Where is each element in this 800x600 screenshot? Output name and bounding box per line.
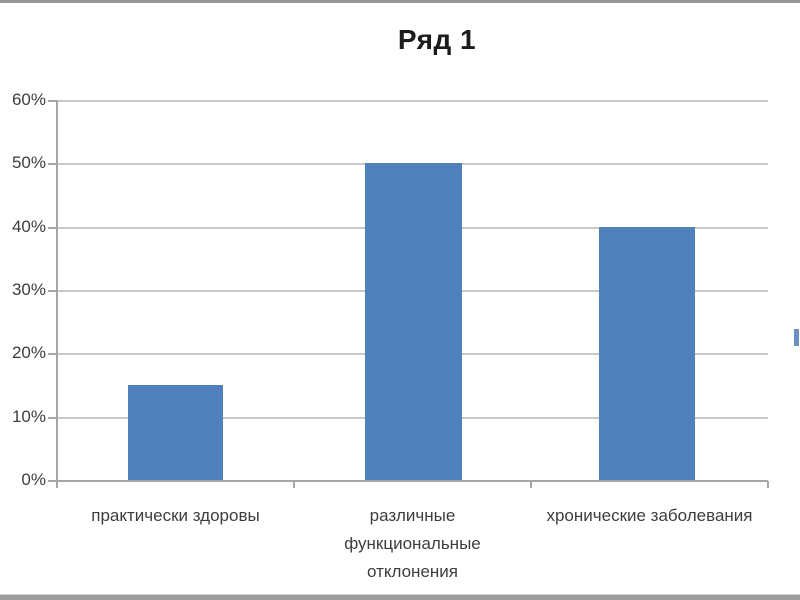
- slide-top-edge: [0, 0, 800, 3]
- gridline-60pct: [57, 100, 768, 102]
- y-axis-tick-mark: [48, 227, 57, 229]
- plot-area: [57, 100, 768, 480]
- x-axis-tick-mark: [530, 481, 532, 488]
- bar-khronicheskie-zabolevaniya: [599, 226, 695, 480]
- y-axis-tick-label: 60%: [11, 90, 46, 109]
- x-axis-line: [56, 480, 768, 482]
- x-axis-tick-mark: [56, 481, 58, 488]
- right-edge-artifact: [794, 329, 799, 346]
- y-axis-tick-label: 20%: [11, 343, 46, 362]
- y-axis-line: [56, 100, 58, 481]
- x-axis-tick-mark: [293, 481, 295, 488]
- y-axis-tick-label: 10%: [11, 407, 46, 426]
- y-axis-tick-label: 50%: [11, 153, 46, 172]
- y-axis-tick-mark: [48, 290, 57, 292]
- category-label-khronicheskie-zabolevaniya: хронические заболевания: [546, 506, 753, 525]
- y-axis-tick-label: 30%: [11, 280, 46, 299]
- y-axis-tick-mark: [48, 353, 57, 355]
- y-axis-tick-mark: [48, 163, 57, 165]
- x-axis-tick-mark: [767, 481, 769, 488]
- y-axis-tick-mark: [48, 480, 57, 482]
- y-axis-tick-mark: [48, 100, 57, 102]
- category-label-prakticheski-zdorovy: практически здоровы: [91, 506, 260, 525]
- slide-bottom-edge: [0, 594, 800, 600]
- bar-prakticheski-zdorovy: [128, 385, 223, 480]
- category-label-funkcionalnye-otkloneniya: различные функциональные отклонения: [344, 506, 481, 581]
- y-axis-tick-mark: [48, 417, 57, 419]
- y-axis-tick-label: 0%: [21, 470, 46, 489]
- y-axis-tick-label: 40%: [11, 217, 46, 236]
- chart-title: Ряд 1: [397, 24, 477, 55]
- bar-funkcionalnye-otkloneniya: [365, 163, 462, 480]
